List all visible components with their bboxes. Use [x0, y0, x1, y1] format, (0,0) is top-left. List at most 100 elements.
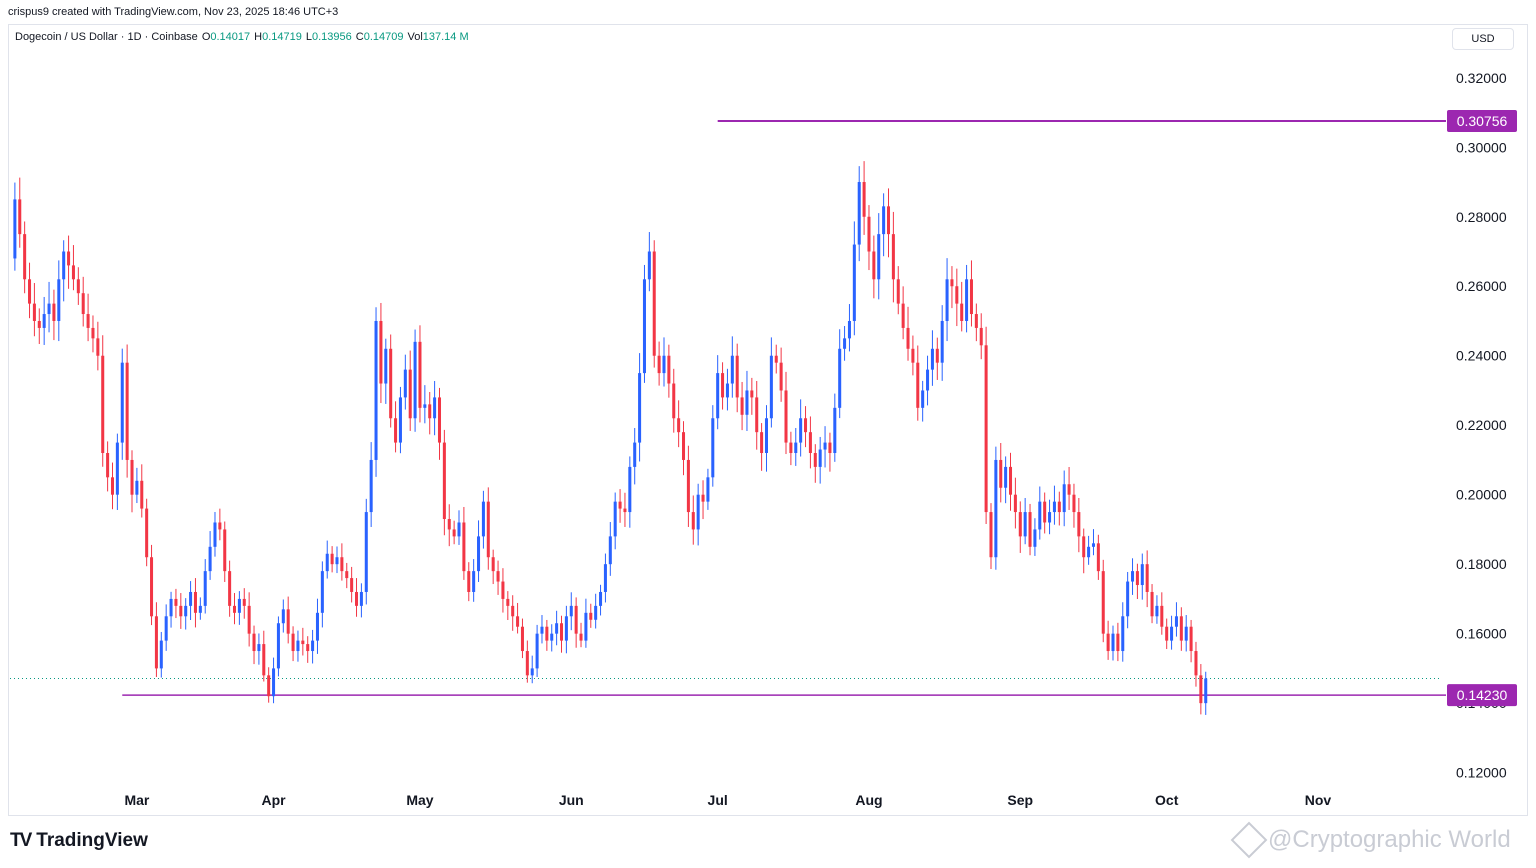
x-tick-label: Nov — [1305, 792, 1332, 808]
candle-body — [989, 512, 993, 558]
candle-body — [452, 529, 456, 537]
candle-body — [677, 418, 681, 433]
candle-body — [198, 605, 202, 613]
y-tick-label: 0.30000 — [1456, 139, 1507, 155]
candle-body — [608, 536, 612, 565]
candle-body — [433, 397, 437, 419]
candle-body — [81, 293, 85, 315]
candle-body — [145, 508, 149, 558]
candle-body — [1194, 651, 1198, 676]
candle-body — [603, 564, 607, 592]
candle-body — [808, 432, 812, 454]
candle-body — [833, 407, 837, 454]
candle-body — [574, 605, 578, 634]
candle-body — [325, 553, 329, 572]
candle-body — [481, 501, 485, 537]
candle-body — [355, 591, 359, 606]
x-tick-label: Apr — [261, 792, 286, 808]
candle-body — [379, 320, 383, 384]
candle-body — [818, 449, 822, 467]
candle-body — [843, 338, 847, 349]
price-axis: 0.32000 0.30000 0.28000 0.26000 0.24000 0.220… — [1456, 70, 1507, 781]
candle-body — [716, 373, 720, 419]
candle-body — [906, 327, 910, 349]
candle-body — [769, 355, 773, 419]
candle-body — [1184, 626, 1188, 641]
candle-body — [1131, 571, 1135, 582]
candle-body — [1106, 633, 1110, 652]
candle-body — [408, 369, 412, 419]
candle-body — [672, 383, 676, 419]
ohlc-high: H0.14719 — [254, 31, 302, 43]
candle-body — [926, 369, 930, 391]
candle-body — [525, 651, 529, 676]
candle-body — [247, 605, 251, 634]
candle-body — [740, 397, 744, 415]
candle-body — [1018, 512, 1022, 537]
candle-body — [442, 442, 446, 520]
candle-body — [42, 314, 46, 328]
candle-body — [755, 397, 759, 433]
y-tick-label: 0.16000 — [1456, 626, 1507, 642]
candle-body — [1004, 466, 1008, 488]
candle-body — [730, 355, 734, 384]
candle-body — [613, 501, 617, 537]
candle-body — [276, 623, 280, 669]
candle-body — [623, 508, 627, 513]
candle-body — [1170, 626, 1174, 641]
candle-body — [960, 303, 964, 321]
candle-body — [1087, 546, 1091, 558]
candle-body — [1199, 675, 1203, 704]
author-line: crispus9 created with TradingView.com, N… — [8, 6, 339, 18]
candle-body — [281, 609, 285, 624]
candle-body — [799, 418, 803, 443]
candle-body — [330, 553, 334, 565]
ohlc-close: C0.14709 — [355, 31, 404, 43]
candle-body — [594, 605, 598, 620]
candle-body — [579, 633, 583, 641]
candle-body — [18, 199, 22, 235]
candle-body — [823, 442, 827, 450]
tradingview-brand[interactable]: TV TradingView — [10, 830, 148, 852]
candle-body — [86, 314, 90, 328]
candle-body — [847, 320, 851, 339]
candle-body — [838, 348, 842, 408]
candle-body — [530, 668, 534, 676]
currency-button[interactable]: USD — [1452, 28, 1514, 50]
candle-body — [311, 640, 315, 652]
candle-body — [184, 605, 188, 617]
candle-body — [506, 598, 510, 606]
candle-body — [984, 345, 988, 513]
y-tick-label: 0.20000 — [1456, 487, 1507, 503]
time-axis: Mar Apr May Jun Jul Aug Sep Oct Nov — [124, 792, 1331, 808]
candle-body — [150, 557, 154, 617]
candle-body — [559, 623, 564, 641]
candle-body — [828, 442, 832, 454]
level-price-label: 0.14230 — [1457, 687, 1508, 703]
candle-body — [130, 459, 134, 495]
candle-body — [154, 616, 158, 669]
candle-body — [872, 251, 876, 280]
candle-body — [501, 581, 505, 599]
candle-body — [1150, 591, 1154, 617]
candle-body — [335, 557, 339, 565]
candle-body — [218, 522, 222, 530]
candle-body — [67, 251, 71, 266]
candle-body — [223, 529, 227, 572]
candle-body — [1135, 571, 1139, 586]
candle-body — [916, 362, 920, 408]
x-tick-label: Mar — [124, 792, 149, 808]
candle-body — [491, 557, 495, 572]
candle-body — [784, 390, 788, 443]
candle-body — [686, 459, 690, 513]
candle-body — [32, 303, 36, 321]
candle-body — [535, 633, 539, 669]
candle-body — [857, 182, 861, 245]
chart-frame — [8, 24, 1528, 816]
candle-body — [110, 477, 115, 495]
candle-body — [262, 644, 266, 676]
candle-body — [935, 348, 939, 363]
candle-body — [921, 390, 925, 408]
candle-body — [1057, 501, 1061, 513]
